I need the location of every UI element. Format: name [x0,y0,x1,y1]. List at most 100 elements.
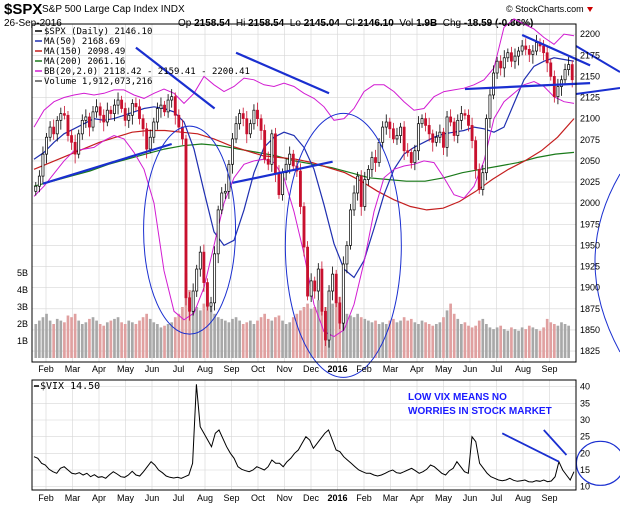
candle-body [288,153,292,165]
candle-body [459,113,463,121]
candle-body [70,135,73,143]
volume-bar [98,324,102,358]
y-tick-label: 1825 [580,346,600,356]
candle-body [248,123,252,135]
volume-bar [70,317,73,358]
x-tick-label: Sep [541,364,557,374]
candle-body [399,126,402,136]
y-tick-label: 2075 [580,135,600,145]
candle-body [327,290,331,341]
candle-body [88,116,91,128]
volume-bar [434,324,438,358]
volume-bar [152,322,156,358]
candle-body [320,268,324,312]
volume-bar [109,320,113,358]
volume-bar [334,300,338,358]
volume-bar [384,324,388,358]
volume-bar [463,322,467,358]
volume-bar [563,324,567,358]
volume-tick-label: 1B [17,336,28,346]
candle-body [413,150,417,163]
volume-bar [313,307,317,358]
volume-bar [223,320,227,358]
legend-entry: MA(50) 2168.69 [44,37,120,47]
x-tick-label: Mar [383,364,399,374]
volume-bar [238,320,241,358]
volume-bar [485,324,488,358]
candle-body [48,126,52,138]
volume-bar [209,307,213,358]
legend-entry: $SPX (Daily) 2146.10 [44,27,152,37]
volume-bar [531,327,535,358]
vix-gridlines [32,380,576,490]
volume-bar [256,320,259,358]
candle-body [552,76,556,98]
candle-body [302,206,306,248]
candle-body [148,136,152,150]
x-tick-label: Nov [276,364,293,374]
candle-body [477,168,481,190]
vix-y-tick-label: 15 [580,465,590,475]
x-tick-label: Oct [251,493,266,503]
vix-arrow [501,432,560,463]
volume-bar [527,325,531,358]
y-tick-label: 2150 [580,71,600,81]
candle-body [509,52,513,62]
y-tick-label: 1975 [580,219,600,229]
volume-bar [438,322,442,358]
volume-bar [460,324,463,358]
volume-bar [184,273,188,358]
x-tick-label: Feb [38,364,54,374]
vix-line [33,384,620,486]
x-tick-label: May [435,364,453,374]
annotation-ellipse [143,125,237,335]
volume-bar [134,324,138,358]
candle-body [520,45,524,52]
x-tick-label: Jul [491,493,503,503]
volume-bar [80,324,84,358]
candle-body [120,99,124,109]
legend-entry: BB(20,2.0) 2118.42 - 2159.41 - 2200.41 [44,67,250,77]
bb-upper-line [33,18,575,128]
candle-body [202,251,206,283]
candle-body [163,104,166,113]
x-tick-label: Aug [197,493,213,503]
candle-body [438,131,442,138]
candle-body [409,152,413,163]
symbol-description: S&P 500 Large Cap Index INDX [42,4,185,15]
candle-body [195,268,199,292]
x-tick-label: Apr [92,364,106,374]
candle-body [556,86,560,98]
candle-body [98,106,102,116]
volume-bar [45,313,48,358]
x-tick-label: Jun [463,493,478,503]
volume-bar [216,317,220,358]
candlesticks [34,34,574,348]
candle-body [299,170,302,207]
candle-body [560,79,563,87]
candle-body [352,192,356,211]
candle-body [481,172,485,190]
volume-bar [499,325,503,358]
trendline [42,142,173,185]
volume-bar [84,322,88,358]
candle-body [216,209,220,255]
candle-body [349,209,352,246]
volume-bar [316,300,320,358]
y-tick-label: 2050 [580,156,600,166]
volume-bar [59,320,63,358]
candle-body [252,109,256,125]
candle-body [420,118,424,125]
candle-body [495,60,499,74]
vix-y-tick-label: 25 [580,432,590,442]
vix-y-tick-label: 35 [580,398,590,408]
candle-body [284,163,288,174]
candle-body [506,52,510,59]
volume-bar [427,324,431,358]
exchange-label: INDX [160,4,185,15]
candle-body [66,114,70,136]
volume-bar [402,317,406,358]
vix-y-tick-label: 20 [580,448,590,458]
y-tick-label: 2175 [580,50,600,60]
